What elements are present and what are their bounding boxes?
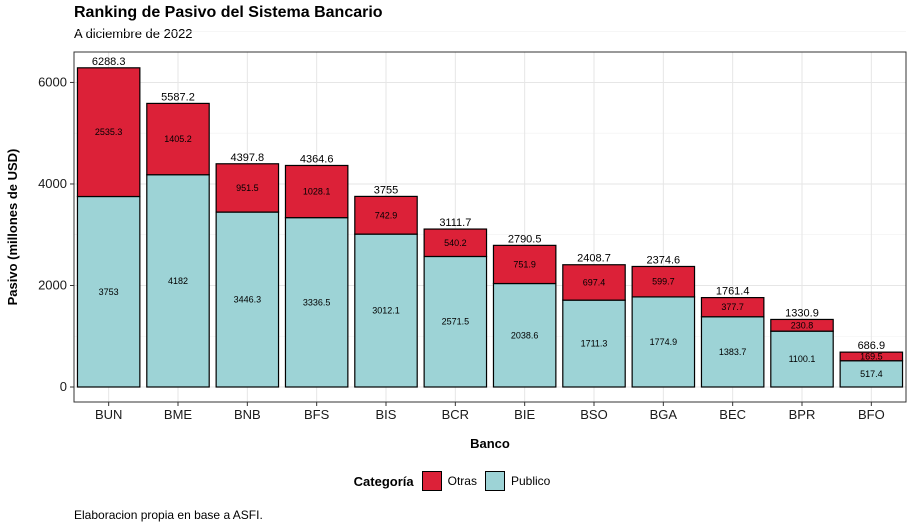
data-label-total: 4364.6 [300,153,334,165]
bar-publico [770,330,834,388]
legend-swatch-publico [484,471,505,491]
data-label-publico: 3336.5 [303,297,331,307]
x-tick-label: BSO [580,407,607,422]
bar-otras [492,244,557,285]
x-tick-label: BUN [95,407,122,422]
bar-publico [562,299,626,388]
bar-publico [215,211,280,388]
data-label-otras: 230.8 [791,320,814,330]
bar-otras [215,163,280,213]
x-tick-label: BGA [650,407,678,422]
legend-title: Categoría [353,473,414,489]
bar-otras [839,351,904,362]
x-axis-title: Banco [470,436,510,451]
data-label-otras: 1028.1 [303,187,331,197]
data-label-total: 3755 [374,184,398,196]
bar-otras [700,296,765,318]
legend-item-otras: Otras [421,471,477,491]
y-tick-label: 6000 [38,74,67,89]
bar-publico [146,174,210,388]
y-axis-title: Pasivo (millones de USD) [5,149,20,306]
legend-item-publico: Publico [484,471,551,491]
data-label-publico: 517.4 [860,369,883,379]
data-label-publico: 4182 [168,276,188,286]
bar-publico [354,233,418,388]
x-tick-label: BME [164,407,193,422]
data-label-publico: 1711.3 [581,339,608,349]
data-label-publico: 3446.3 [234,295,262,305]
y-tick-label: 0 [60,379,67,394]
data-label-otras: 169.5 [860,351,883,361]
data-label-publico: 3012.1 [372,306,400,316]
chart-caption: Elaboracion propia en base a ASFI. [74,508,263,522]
x-tick-label: BCR [442,407,469,422]
data-label-total: 6288.3 [92,56,126,68]
y-tick-label: 4000 [38,176,67,191]
x-tick-label: BFS [304,407,330,422]
data-label-total: 5587.2 [161,91,195,103]
chart-title: Ranking de Pasivo del Sistema Bancario [74,4,383,21]
legend-swatch-otras [421,471,442,491]
data-label-total: 686.9 [858,340,886,352]
bar-otras [354,195,418,235]
data-label-otras: 697.4 [583,277,606,287]
bar-otras [146,102,210,176]
data-label-total: 2374.6 [647,254,681,266]
bar-otras [423,228,488,258]
data-label-total: 2790.5 [508,233,542,245]
x-tick-label: BIE [514,407,535,422]
legend: Categoría Otras Publico [0,471,912,491]
bar-otras [631,265,696,298]
chart-subtitle: A diciembre de 2022 [74,26,193,41]
bar-otras [284,164,349,219]
bar-publico [700,316,765,388]
data-label-publico: 3753 [99,287,119,297]
plot-border [73,51,907,403]
bar-otras [76,67,141,198]
legend-label-publico: Publico [510,474,551,488]
data-label-total: 1761.4 [716,286,750,298]
x-tick-label: BPR [789,407,816,422]
data-label-otras: 377.7 [721,302,744,312]
data-label-otras: 742.9 [375,210,398,220]
data-label-publico: 1100.1 [789,354,816,364]
y-tick-label: 2000 [38,277,67,292]
data-label-publico: 1774.9 [650,337,678,347]
data-label-total: 1330.9 [785,307,819,319]
legend-label-otras: Otras [447,474,477,488]
data-label-otras: 599.7 [652,277,675,287]
data-label-total: 2408.7 [577,253,611,265]
data-label-publico: 2571.5 [442,317,470,327]
x-tick-label: BFO [858,407,885,422]
data-label-otras: 951.5 [236,183,259,193]
x-tick-label: BEC [719,407,746,422]
data-label-total: 3111.7 [439,217,471,229]
bar-publico [423,255,488,388]
bar-publico [631,296,696,388]
data-label-publico: 1383.7 [719,347,747,357]
plot-panel [74,52,906,402]
data-label-otras: 1405.2 [164,134,192,144]
data-label-otras: 751.9 [513,259,536,269]
data-label-total: 4397.8 [231,152,265,164]
data-label-otras: 540.2 [444,238,467,248]
bar-publico [284,217,349,388]
bar-otras [562,264,626,301]
data-label-otras: 2535.3 [95,127,123,137]
x-tick-label: BIS [376,407,397,422]
bar-publico [76,195,141,388]
data-label-publico: 2038.6 [511,330,539,340]
bar-otras [770,318,834,332]
x-tick-label: BNB [234,407,261,422]
bar-publico [492,282,557,388]
